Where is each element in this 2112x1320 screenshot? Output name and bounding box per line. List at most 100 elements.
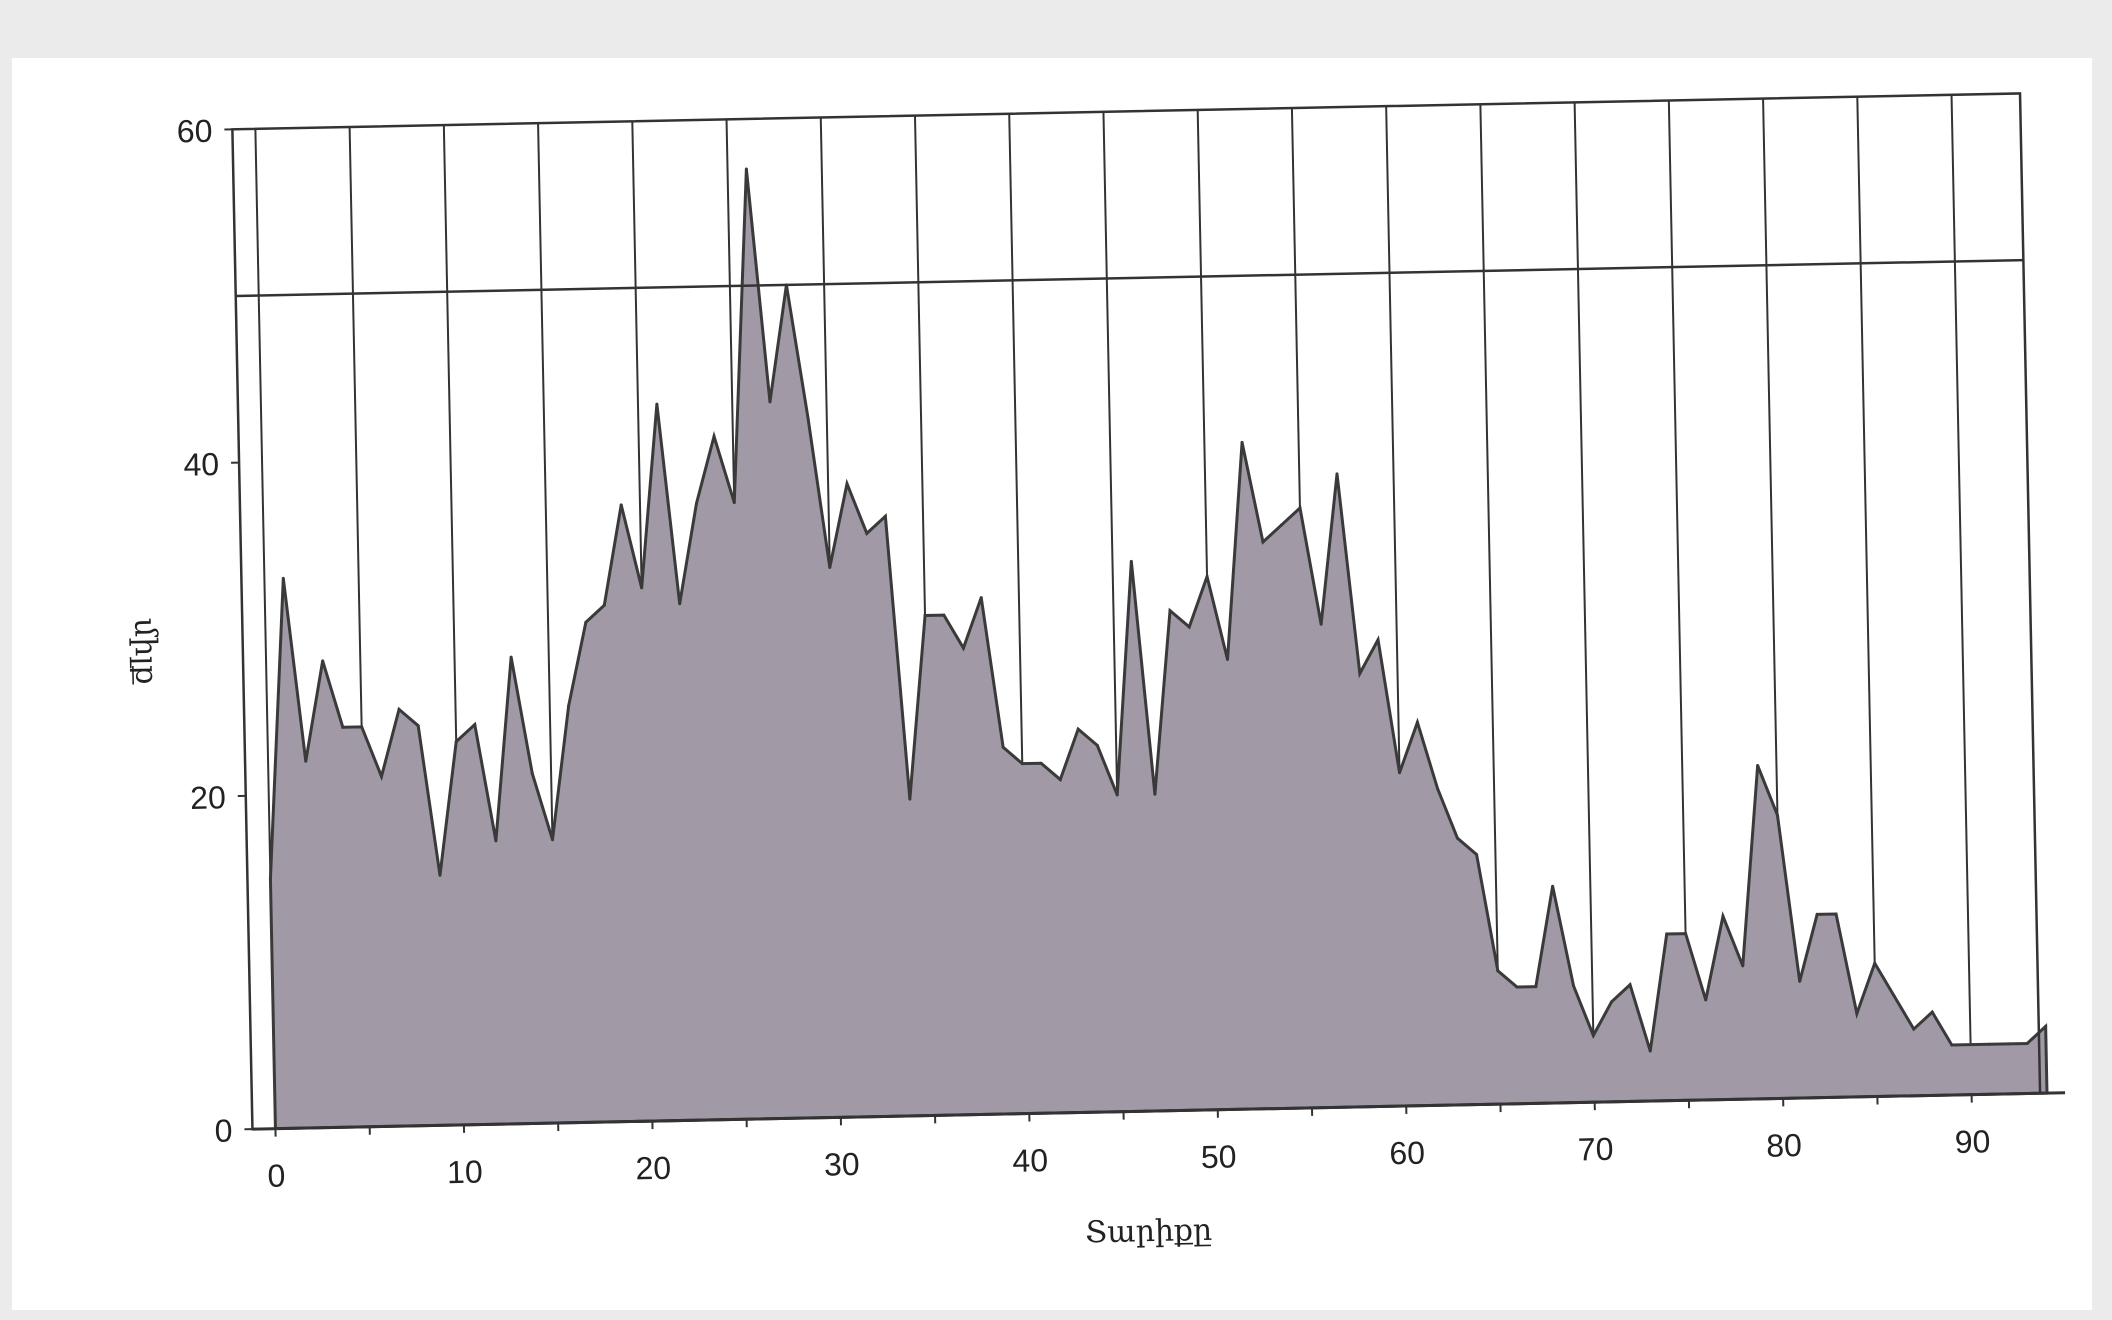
data-point [454,740,458,744]
data-point [1279,523,1283,527]
data-point [1020,762,1024,766]
data-point [1415,720,1419,724]
data-points [268,167,2048,1053]
data-point [678,602,682,606]
plot-area: 0 10 20 30 40 50 60 70 80 90 0 20 40 60 Տարիքը միլք [127,92,2066,1250]
data-point [1376,638,1380,642]
data-point [883,514,887,518]
data-point [1969,1043,1973,1047]
data-point [1815,912,1819,916]
data-point [281,576,285,580]
y-tick-label: 40 [183,446,219,483]
data-point [1226,657,1230,661]
data-point [1515,985,1519,989]
data-point [1358,672,1362,676]
data-point [1205,575,1209,579]
data-point [1648,1049,1652,1053]
x-tick-label: 0 [267,1157,286,1193]
data-point [2025,1041,2029,1045]
data-point [1987,1042,1991,1046]
data-point [1240,440,1244,444]
data-point [806,416,810,420]
data-point [584,620,588,624]
data-point [397,707,401,711]
data-point [321,659,325,663]
x-tick-label: 40 [1012,1142,1048,1179]
data-point [1912,1027,1916,1031]
data-point [2044,1024,2048,1028]
data-point [744,167,748,171]
data-point [1572,984,1576,988]
data-point [1741,964,1745,968]
data-point [1187,625,1191,629]
data-point [602,603,606,607]
x-tick-label: 60 [1389,1135,1425,1172]
data-point [509,655,513,659]
x-tick-label: 50 [1201,1138,1237,1175]
data-point [923,614,927,618]
data-point [551,838,555,842]
data-point [416,724,420,728]
x-tick-label: 80 [1766,1127,1802,1164]
data-point [1551,884,1555,888]
x-tick-label: 30 [824,1146,860,1183]
data-point [1704,998,1708,1002]
data-point [1798,979,1802,983]
x-axis-line [252,1091,2066,1131]
x-tick-label: 90 [1954,1123,1990,1160]
data-point [1335,472,1339,476]
data-point [360,725,364,729]
y-axis-title: միլք [127,618,163,685]
data-point [865,531,869,535]
x-tick-label: 20 [635,1150,671,1187]
data-point [1684,932,1688,936]
data-point [979,596,983,600]
y-tick-label: 20 [190,779,226,816]
data-point [473,723,477,727]
data-point [1756,764,1760,768]
data-point [438,873,442,877]
data-point [1610,1000,1614,1004]
data-point [1475,852,1479,856]
data-point [732,501,736,505]
data-point [845,482,849,486]
data-point [1834,912,1838,916]
data-point [1398,771,1402,775]
data-point [1721,914,1725,918]
y-ticks: 0 20 40 60 [176,113,253,1149]
data-point [694,501,698,505]
data-point [1095,743,1099,747]
data-point [961,646,965,650]
data-point [768,400,772,404]
data-point [1261,540,1265,544]
data-point [1115,793,1119,797]
data-point [1775,813,1779,817]
data-point [942,613,946,617]
series-area [268,168,2049,1131]
data-point [1496,969,1500,973]
data-point [1058,778,1062,782]
data-point [828,565,832,569]
y-tick-label: 60 [176,113,212,150]
data-point [1930,1010,1934,1014]
data-point [1455,836,1459,840]
data-point [530,771,534,775]
data-point [712,434,716,438]
data-point [1076,727,1080,731]
data-point [268,877,272,881]
data-point [1591,1033,1595,1037]
data-point [640,586,644,590]
x-tick-label: 10 [447,1154,483,1191]
data-point [1436,787,1440,791]
data-point [567,704,571,708]
reference-line-50 [235,258,2024,298]
data-point [379,774,383,778]
data-point [304,759,308,763]
data-point [341,725,345,729]
data-point [1855,1012,1859,1016]
data-point [619,503,623,507]
data-point [494,839,498,843]
data-point [1039,761,1043,765]
data-point [908,797,912,801]
